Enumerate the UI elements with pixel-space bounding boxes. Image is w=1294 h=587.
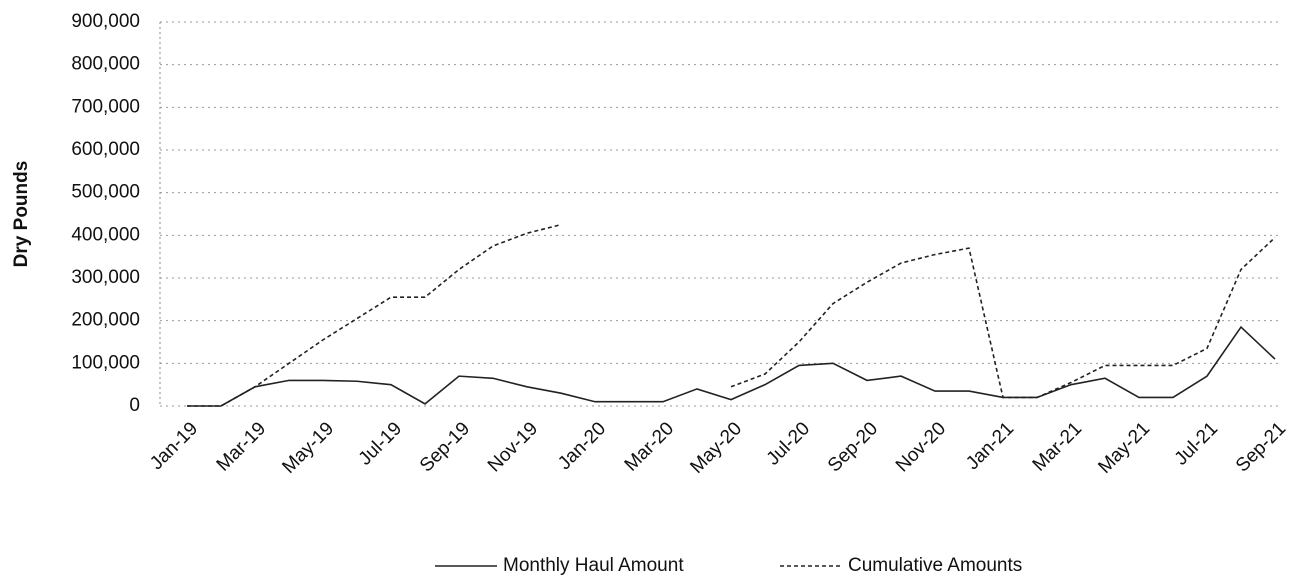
y-tick-label: 600,000 <box>71 139 140 160</box>
x-tick-label: Nov-19 <box>484 418 542 476</box>
x-tick-label: Jan-20 <box>554 418 610 474</box>
x-tick-label: Sep-19 <box>416 418 474 476</box>
y-tick-label: 400,000 <box>71 224 140 245</box>
x-tick-label: Sep-20 <box>824 418 882 476</box>
x-tick-label: Nov-20 <box>892 418 950 476</box>
x-tick-label: Mar-19 <box>213 418 270 475</box>
x-tick-label: May-19 <box>278 418 338 478</box>
x-tick-label: May-20 <box>686 418 746 478</box>
x-tick-label: Jan-21 <box>962 418 1018 474</box>
y-tick-label: 800,000 <box>71 54 140 75</box>
series-line <box>187 325 1276 407</box>
x-tick-label: Jul-20 <box>763 418 814 469</box>
x-tick-label: May-21 <box>1094 418 1154 478</box>
y-tick-label: 0 <box>129 395 140 416</box>
x-tick-label: Jul-19 <box>355 418 406 469</box>
x-tick-label: Sep-21 <box>1232 418 1290 476</box>
y-tick-label: 100,000 <box>71 352 140 373</box>
series-line <box>187 223 1276 407</box>
x-tick-label: Mar-20 <box>621 418 678 475</box>
y-tick-label: 700,000 <box>71 96 140 117</box>
x-tick-label: Mar-21 <box>1029 418 1086 475</box>
x-tick-label: Jan-19 <box>146 418 202 474</box>
y-tick-label: 300,000 <box>71 267 140 288</box>
legend-label: Cumulative Amounts <box>848 555 1022 576</box>
y-axis-label: Dry Pounds <box>11 161 32 268</box>
y-tick-label: 200,000 <box>71 310 140 331</box>
x-tick-label: Jul-21 <box>1171 418 1222 469</box>
y-tick-label: 500,000 <box>71 182 140 203</box>
y-tick-label: 900,000 <box>71 11 140 32</box>
legend-label: Monthly Haul Amount <box>503 555 684 576</box>
